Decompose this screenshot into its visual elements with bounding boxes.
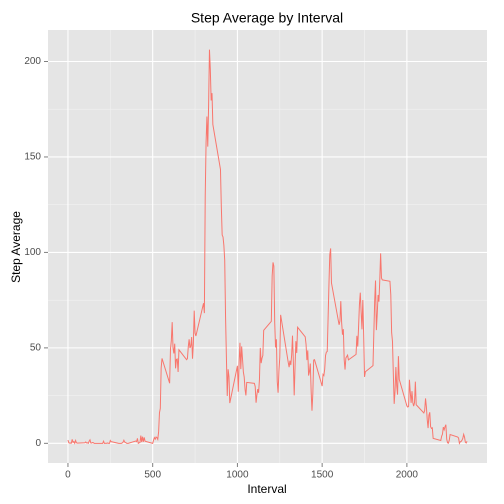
y-tick-label: 100	[24, 247, 41, 258]
y-tick-label: 200	[24, 56, 41, 67]
x-tick-label: 1000	[226, 470, 249, 481]
chart-title: Step Average by Interval	[191, 10, 343, 26]
y-tick-label: 0	[35, 438, 41, 449]
line	[67, 49, 468, 445]
x-tick-label: 0	[65, 470, 71, 481]
y-tick-label: 50	[30, 343, 42, 354]
y-axis-title: Step Average	[9, 211, 23, 283]
x-axis-title: Interval	[247, 482, 286, 496]
panel	[48, 30, 487, 463]
x-tick-label: 500	[144, 470, 161, 481]
x-tick-label: 2000	[396, 470, 419, 481]
x-tick-label: 1500	[311, 470, 334, 481]
y-tick-label: 150	[24, 152, 41, 163]
